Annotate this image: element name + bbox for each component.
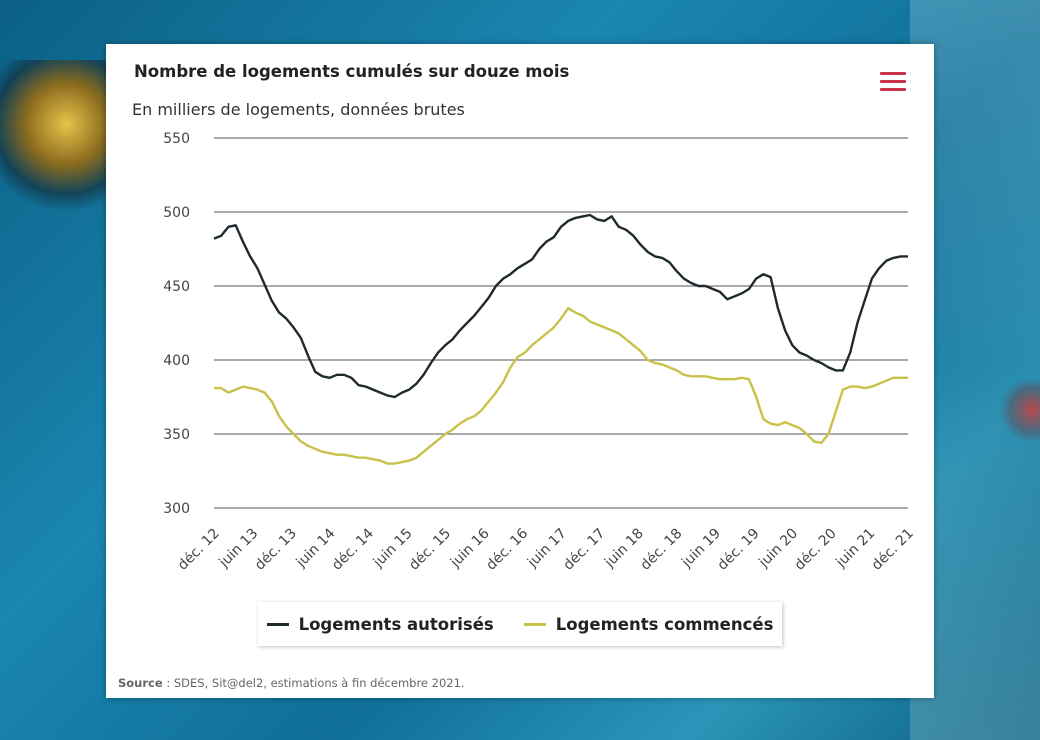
x-tick-label: déc. 14 <box>329 525 377 573</box>
background-decoration <box>1000 380 1040 440</box>
x-tick-label: déc. 18 <box>637 526 685 574</box>
y-tick-label: 300 <box>163 501 190 517</box>
x-tick-label: déc. 16 <box>483 525 531 573</box>
x-tick-label: déc. 21 <box>869 526 917 574</box>
y-axis-ticks: 550 500 450 400 350 300 <box>163 131 190 517</box>
y-tick-label: 450 <box>163 279 190 295</box>
source-text: : SDES, Sit@del2, estimations à fin déce… <box>162 676 465 690</box>
y-tick-label: 500 <box>163 205 190 221</box>
legend-label: Logements autorisés <box>298 614 494 634</box>
legend-swatch <box>523 622 546 626</box>
background-decoration <box>0 60 110 220</box>
y-tick-label: 350 <box>163 427 190 443</box>
y-tick-label: 550 <box>163 131 190 147</box>
chart-legend: Logements autorisés Logements commencés <box>258 602 782 646</box>
x-tick-label: déc. 20 <box>792 526 840 574</box>
legend-swatch <box>266 622 289 626</box>
chart-card: Nombre de logements cumulés sur douze mo… <box>106 44 934 698</box>
legend-label: Logements commencés <box>555 614 774 634</box>
legend-item-autorises[interactable]: Logements autorisés <box>266 614 494 634</box>
chart-series <box>213 213 908 465</box>
x-tick-label: déc. 19 <box>715 526 763 574</box>
legend-item-commences[interactable]: Logements commencés <box>523 614 774 634</box>
x-tick-label: déc. 15 <box>406 526 454 574</box>
series-line-commences <box>214 307 908 465</box>
x-tick-label: déc. 13 <box>252 526 300 574</box>
chart-subtitle: En milliers de logements, données brutes <box>132 100 465 119</box>
series-line-autorises <box>213 213 908 399</box>
source-note: Source : SDES, Sit@del2, estimations à f… <box>118 676 465 690</box>
hamburger-menu-icon[interactable] <box>880 72 906 94</box>
source-label: Source <box>118 676 163 690</box>
x-tick-label: déc. 12 <box>175 526 223 574</box>
chart-title: Nombre de logements cumulés sur douze mo… <box>134 62 570 81</box>
chart-grid <box>214 137 908 509</box>
x-tick-label: déc. 17 <box>560 526 608 574</box>
y-tick-label: 400 <box>163 353 190 369</box>
